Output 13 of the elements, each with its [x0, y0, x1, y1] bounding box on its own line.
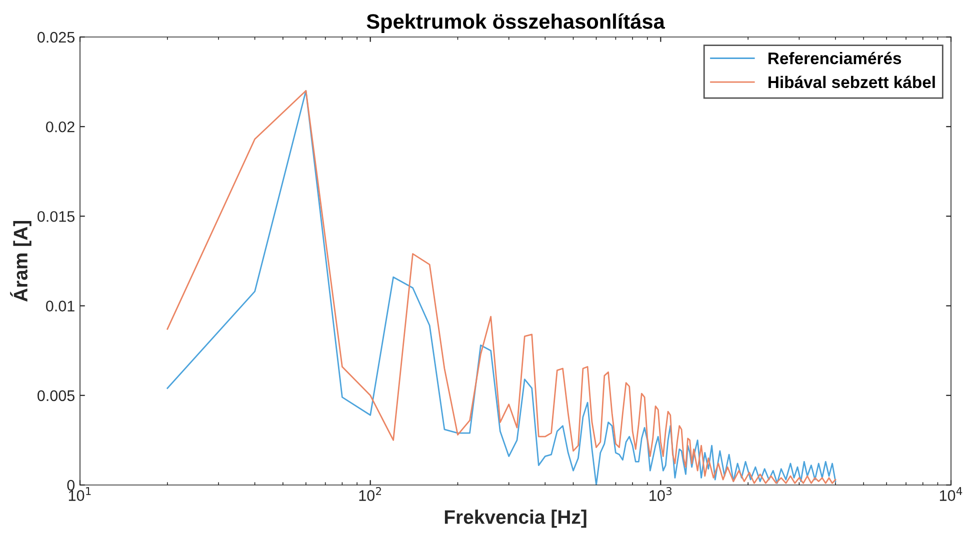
- x-tick-label: 10$^{2}$: [359, 487, 381, 501]
- y-tick-label: 0.015: [38, 211, 74, 222]
- legend-label: Referenciamérés: [768, 52, 902, 64]
- chart-title: Spektrumok összehasonlítása: [366, 13, 665, 33]
- y-tick-label: 0.005: [38, 390, 74, 402]
- x-tick-label: 10$^{4}$: [940, 487, 962, 501]
- legend-label: Hibával sebzett kábel: [768, 76, 935, 88]
- y-tick-label: 0.025: [38, 32, 74, 43]
- y-tick-label: 0.01: [46, 300, 74, 312]
- y-tick-label: 0.02: [46, 121, 74, 132]
- x-tick-label: 10$^{3}$: [650, 487, 672, 501]
- y-axis-title: Áram [A]: [10, 221, 32, 302]
- x-axis-title: Frekvencia [Hz]: [444, 510, 586, 528]
